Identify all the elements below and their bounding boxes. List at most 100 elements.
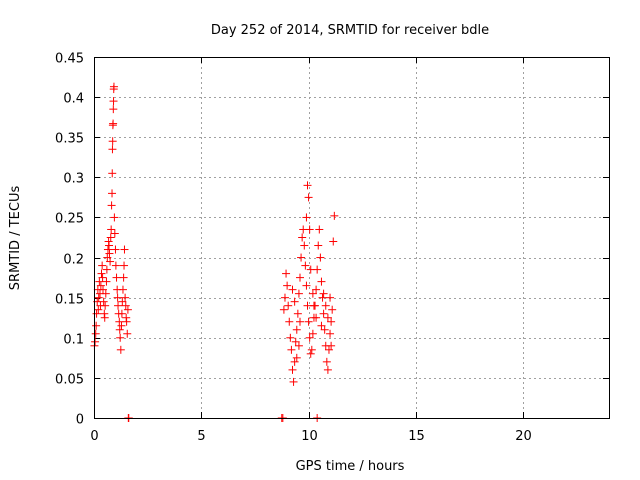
data-point: [290, 357, 299, 366]
data-point: [99, 285, 108, 294]
data-point: [114, 301, 123, 310]
x-tick-label: 10: [301, 429, 318, 444]
data-point: [106, 233, 115, 242]
data-point: [322, 357, 331, 366]
data-point: [298, 233, 307, 242]
data-point: [303, 181, 312, 190]
data-point: [120, 245, 129, 254]
data-point: [316, 253, 325, 262]
data-point: [320, 325, 329, 334]
data-point: [111, 261, 120, 270]
data-point: [317, 321, 326, 330]
data-point: [98, 261, 107, 270]
data-point: [326, 329, 335, 338]
data-point: [288, 285, 297, 294]
data-point: [282, 269, 291, 278]
data-point: [319, 289, 328, 298]
data-point: [111, 245, 120, 254]
data-point: [329, 237, 338, 246]
data-point: [305, 333, 314, 342]
data-point: [109, 105, 118, 114]
data-point: [94, 305, 103, 314]
data-point: [108, 169, 117, 178]
data-point: [292, 325, 301, 334]
grid: [94, 57, 609, 418]
y-tick-label: 0.15: [55, 293, 84, 308]
data-point: [284, 301, 293, 310]
data-point: [92, 309, 101, 318]
data-point: [318, 293, 327, 302]
data-point: [309, 301, 318, 310]
data-point: [317, 277, 326, 286]
data-point: [112, 273, 121, 282]
data-point: [286, 333, 295, 342]
data-point: [326, 293, 335, 302]
data-point: [291, 337, 300, 346]
data-point: [103, 253, 112, 262]
data-point: [323, 365, 332, 374]
data-point: [105, 249, 114, 258]
data-point: [109, 97, 118, 106]
data-point: [106, 257, 115, 266]
data-point: [108, 145, 117, 154]
y-tick-label: 0.4: [63, 92, 84, 107]
data-point: [327, 317, 336, 326]
data-point: [116, 345, 125, 354]
data-point: [296, 317, 304, 326]
y-tick-label: 0.1: [63, 333, 84, 348]
data-point: [324, 345, 333, 354]
data-point: [103, 245, 112, 254]
data-point: [123, 329, 132, 338]
data-point: [285, 317, 294, 326]
x-tick-label: 20: [515, 429, 532, 444]
data-point: [108, 137, 117, 146]
data-point: [294, 289, 303, 298]
y-axis-label: SRMTID / TECUs: [8, 186, 23, 291]
data-point: [121, 301, 130, 310]
data-point: [94, 293, 103, 302]
data-point: [109, 82, 118, 91]
data-point: [97, 269, 106, 278]
chart-title: Day 252 of 2014, SRMTID for receiver bdl…: [211, 23, 489, 38]
data-point: [328, 305, 337, 314]
data-point: [107, 225, 116, 234]
data-point: [122, 317, 131, 326]
data-point: [312, 313, 321, 322]
data-point: [91, 329, 100, 338]
x-tick-label: 15: [408, 429, 425, 444]
data-point: [289, 377, 298, 386]
data-point: [314, 241, 323, 250]
data-point: [280, 293, 289, 302]
data-point: [95, 277, 104, 286]
data-point: [118, 285, 127, 294]
data-point: [91, 337, 100, 346]
data-point: [108, 189, 117, 198]
data-point: [306, 265, 315, 274]
data-point: [116, 333, 125, 342]
data-point: [305, 225, 314, 234]
data-point: [105, 241, 114, 250]
data-point: [293, 309, 302, 318]
data-point: [121, 293, 130, 302]
data-point: [319, 309, 328, 318]
data-point: [330, 211, 339, 220]
data-point: [302, 213, 311, 222]
data-point: [102, 277, 111, 286]
data-points: [90, 82, 339, 422]
data-point: [307, 345, 316, 354]
x-tick-label: 5: [197, 429, 205, 444]
data-point: [110, 229, 119, 238]
data-point: [101, 301, 110, 310]
data-point: [312, 285, 321, 294]
y-tick-label: 0.45: [55, 52, 84, 67]
data-point: [301, 261, 310, 270]
data-point: [99, 297, 108, 306]
data-point: [117, 309, 126, 318]
data-point: [92, 321, 101, 330]
data-point: [292, 353, 301, 362]
data-point: [102, 265, 111, 274]
data-point: [304, 193, 313, 202]
y-tick-label: 0.2: [63, 253, 84, 268]
data-point: [283, 281, 292, 290]
axes: 0 0.05 0.1 0.15 0.2 0.25 0.3 0.35 0.4 0.45 0 5 10 15 2…: [55, 52, 609, 444]
